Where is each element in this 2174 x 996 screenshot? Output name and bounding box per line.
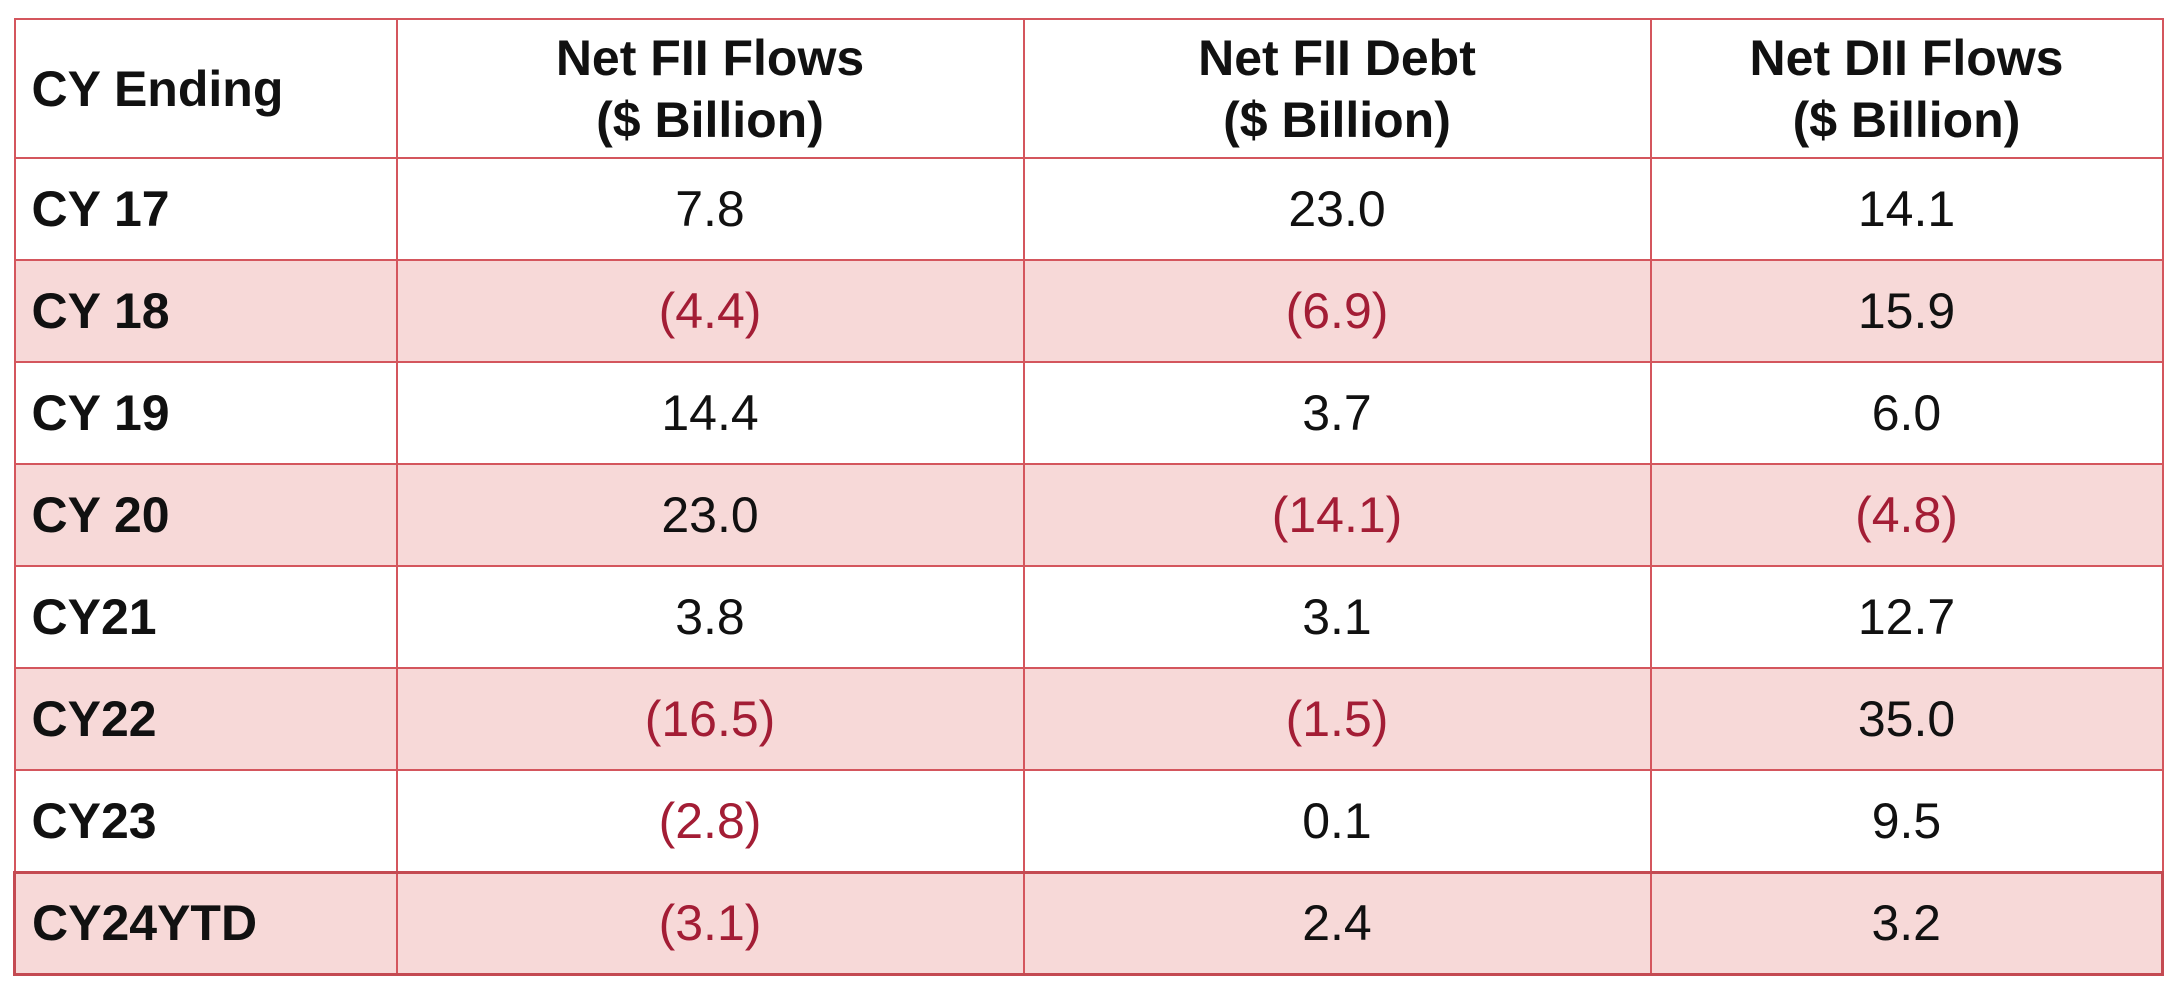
column-header-net-fii-flows-unit: ($ Billion) [596, 91, 824, 148]
cell-net-fii-debt: 0.1 [1022, 769, 1652, 873]
cell-net-fii-flows: (16.5) [395, 667, 1025, 771]
cell-net-fii-flows: 3.8 [395, 565, 1025, 669]
row-label-cy20: CY 20 [13, 463, 398, 567]
cell-net-fii-flows: 23.0 [395, 463, 1025, 567]
cell-net-fii-debt: 3.7 [1022, 361, 1652, 465]
column-header-net-dii-flows-label: Net DII Flows [1749, 29, 2064, 86]
table-row: CY 17 7.8 23.0 14.1 [13, 157, 2164, 261]
row-label-cy19: CY 19 [13, 361, 398, 465]
cell-net-fii-flows: (2.8) [395, 769, 1025, 873]
row-label-cy22: CY22 [13, 667, 398, 771]
row-label-cy24ytd: CY24YTD [13, 870, 398, 976]
column-header-net-dii-flows-unit: ($ Billion) [1792, 91, 2021, 148]
cell-net-dii-flows: 6.0 [1649, 361, 2164, 465]
row-label-cy23: CY23 [13, 769, 398, 873]
table-row: CY 18 (4.4) (6.9) 15.9 [13, 259, 2164, 363]
column-header-net-dii-flows: Net DII Flows ($ Billion) [1649, 18, 2164, 159]
cell-net-dii-flows: (4.8) [1649, 463, 2164, 567]
table-row: CY23 (2.8) 0.1 9.5 [13, 769, 2164, 873]
flows-table: CY Ending Net FII Flows ($ Billion) Net … [13, 18, 2164, 976]
cell-net-dii-flows: 3.2 [1649, 870, 2164, 976]
cell-net-fii-debt: (14.1) [1022, 463, 1652, 567]
cell-net-dii-flows: 14.1 [1649, 157, 2164, 261]
cell-net-fii-debt: (1.5) [1022, 667, 1652, 771]
header-row: CY Ending Net FII Flows ($ Billion) Net … [13, 18, 2164, 159]
column-header-net-fii-debt-unit: ($ Billion) [1223, 91, 1451, 148]
column-header-net-fii-flows: Net FII Flows ($ Billion) [395, 18, 1025, 159]
row-label-cy18: CY 18 [13, 259, 398, 363]
cell-net-fii-flows: 7.8 [395, 157, 1025, 261]
cell-net-dii-flows: 35.0 [1649, 667, 2164, 771]
table-row: CY 19 14.4 3.7 6.0 [13, 361, 2164, 465]
column-header-cy-ending-label: CY Ending [31, 60, 284, 117]
cell-net-fii-flows: (4.4) [395, 259, 1025, 363]
column-header-net-fii-flows-label: Net FII Flows [555, 29, 865, 86]
column-header-net-fii-debt: Net FII Debt ($ Billion) [1022, 18, 1652, 159]
table-row: CY 20 23.0 (14.1) (4.8) [13, 463, 2164, 567]
row-label-cy17: CY 17 [13, 157, 398, 261]
table-row: CY24YTD (3.1) 2.4 3.2 [13, 870, 2164, 976]
cell-net-dii-flows: 9.5 [1649, 769, 2164, 873]
cell-net-fii-debt: 23.0 [1022, 157, 1652, 261]
cell-net-fii-flows: 14.4 [395, 361, 1025, 465]
cell-net-fii-debt: 3.1 [1022, 565, 1652, 669]
table-row: CY22 (16.5) (1.5) 35.0 [13, 667, 2164, 771]
cell-net-dii-flows: 12.7 [1649, 565, 2164, 669]
column-header-cy-ending: CY Ending [13, 18, 398, 159]
cell-net-fii-flows: (3.1) [395, 870, 1025, 976]
cell-net-dii-flows: 15.9 [1649, 259, 2164, 363]
cell-net-fii-debt: (6.9) [1022, 259, 1652, 363]
cell-net-fii-debt: 2.4 [1022, 870, 1652, 976]
table-row: CY21 3.8 3.1 12.7 [13, 565, 2164, 669]
column-header-net-fii-debt-label: Net FII Debt [1198, 29, 1476, 86]
row-label-cy21: CY21 [13, 565, 398, 669]
